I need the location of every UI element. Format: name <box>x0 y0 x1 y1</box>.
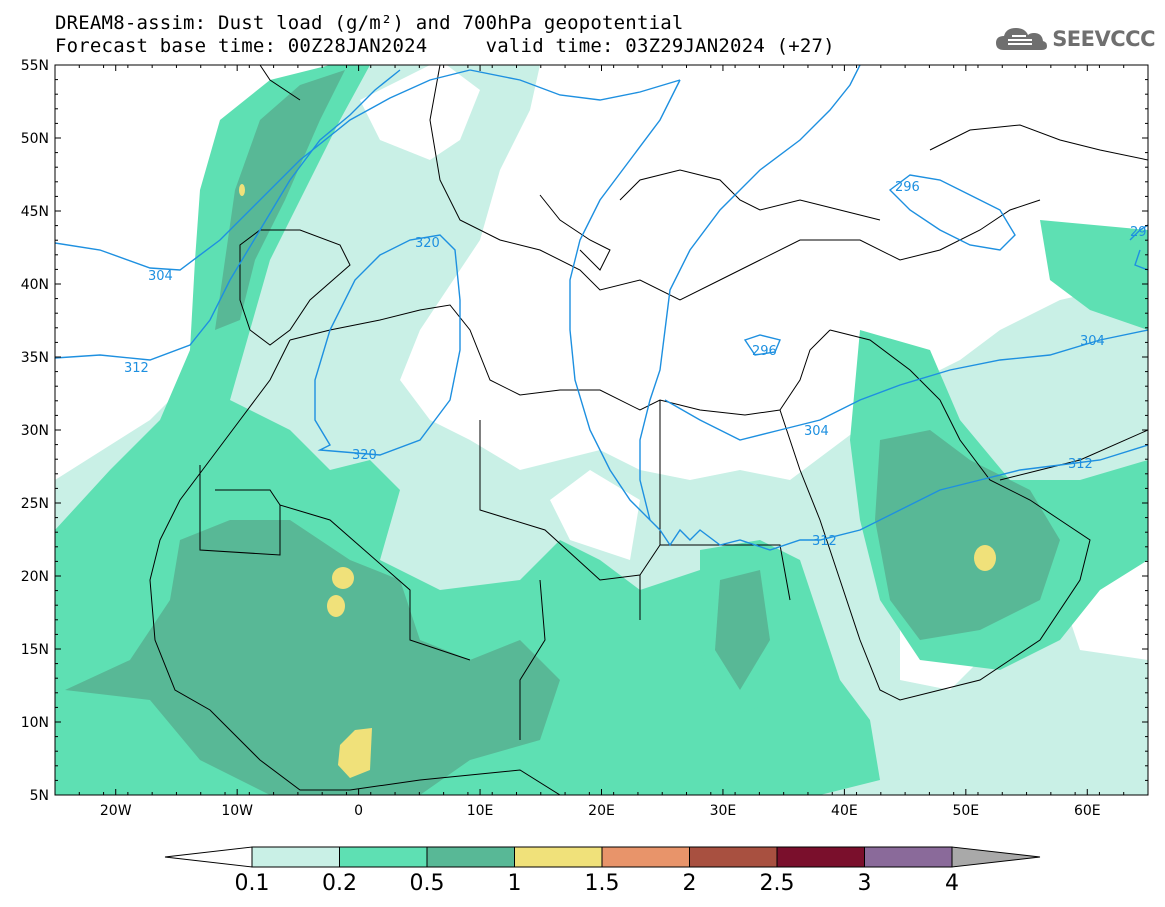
lon-tick-label: 50E <box>952 803 979 819</box>
contour-label: 29 <box>1130 225 1147 240</box>
logo-text: SEEVCCC <box>1052 27 1155 51</box>
contour-label: 312 <box>812 534 837 549</box>
colorbar-swatch <box>251 846 340 868</box>
lat-tick-label: 50N <box>21 131 49 147</box>
lat-tick-label: 45N <box>21 204 49 220</box>
colorbar: 0.1 0.2 0.5 1 1.5 2 2.5 3 4 <box>164 846 1041 896</box>
colorbar-label: 0.5 <box>410 871 445 896</box>
contour-label: 312 <box>124 361 149 376</box>
dust-level-1 <box>239 184 996 778</box>
contour-label: 296 <box>752 344 777 359</box>
coastlines-and-borders <box>149 65 1148 795</box>
lon-tick-label: 40E <box>831 803 858 819</box>
lat-tick-label: 25N <box>21 496 49 512</box>
lon-tick-label: 10W <box>221 803 253 819</box>
contour-label: 304 <box>804 424 829 439</box>
colorbar-swatch <box>601 846 690 868</box>
geopotential-contours <box>55 65 1148 551</box>
dust-level-0.5 <box>65 70 1060 795</box>
contour-labels: 296 296 304 304 304 312 312 312 320 320 … <box>124 180 1147 549</box>
map-plot-area <box>55 65 1148 795</box>
contour-label: 304 <box>1080 334 1105 349</box>
colorbar-low-arrow <box>164 846 253 868</box>
lat-tick-label: 20N <box>21 569 49 585</box>
lon-tick-label: 10E <box>467 803 494 819</box>
colorbar-label: 2 <box>683 871 697 896</box>
lat-tick-label: 35N <box>21 350 49 366</box>
map-title: DREAM8-assim: Dust load (g/m²) and 700hP… <box>55 12 684 34</box>
colorbar-swatch <box>864 846 953 868</box>
lon-tick-label: 20E <box>588 803 615 819</box>
latitude-axis: 55N 50N 45N 40N 35N 30N 25N 20N 15N 10N 5N <box>21 58 1148 804</box>
lon-tick-label: 60E <box>1074 803 1101 819</box>
lon-tick-label: 30E <box>710 803 737 819</box>
colorbar-swatch <box>689 846 778 868</box>
seevccc-logo: SEEVCCC <box>994 24 1155 54</box>
colorbar-high-arrow <box>951 846 1041 868</box>
colorbar-label: 3 <box>858 871 872 896</box>
lat-tick-label: 40N <box>21 277 49 293</box>
contour-label: 312 <box>1068 457 1093 472</box>
lat-tick-label: 55N <box>21 58 49 74</box>
lat-tick-label: 30N <box>21 423 49 439</box>
lat-tick-label: 15N <box>21 642 49 658</box>
contour-label: 320 <box>352 448 377 463</box>
contour-label: 304 <box>148 269 173 284</box>
lat-tick-label: 5N <box>30 788 49 804</box>
longitude-axis: 20W 10W 0 10E 20E 30E 40E 50E 60E <box>54 65 1149 819</box>
colorbar-label: 2.5 <box>760 871 795 896</box>
contour-label: 296 <box>895 180 920 195</box>
lon-tick-label: 0 <box>354 803 363 819</box>
colorbar-label: 0.2 <box>322 871 357 896</box>
colorbar-swatch <box>776 846 865 868</box>
colorbar-swatch <box>339 846 428 868</box>
colorbar-label: 0.1 <box>235 871 270 896</box>
colorbar-label: 1 <box>508 871 522 896</box>
lon-tick-label: 20W <box>100 803 132 819</box>
colorbar-swatch <box>426 846 515 868</box>
cloud-icon <box>996 28 1048 50</box>
contour-label: 320 <box>415 236 440 251</box>
colorbar-label: 4 <box>945 871 959 896</box>
colorbar-label: 1.5 <box>585 871 620 896</box>
forecast-time-subtitle: Forecast base time: 00Z28JAN2024 valid t… <box>55 35 835 57</box>
lat-tick-label: 10N <box>21 715 49 731</box>
colorbar-swatch <box>514 846 603 868</box>
